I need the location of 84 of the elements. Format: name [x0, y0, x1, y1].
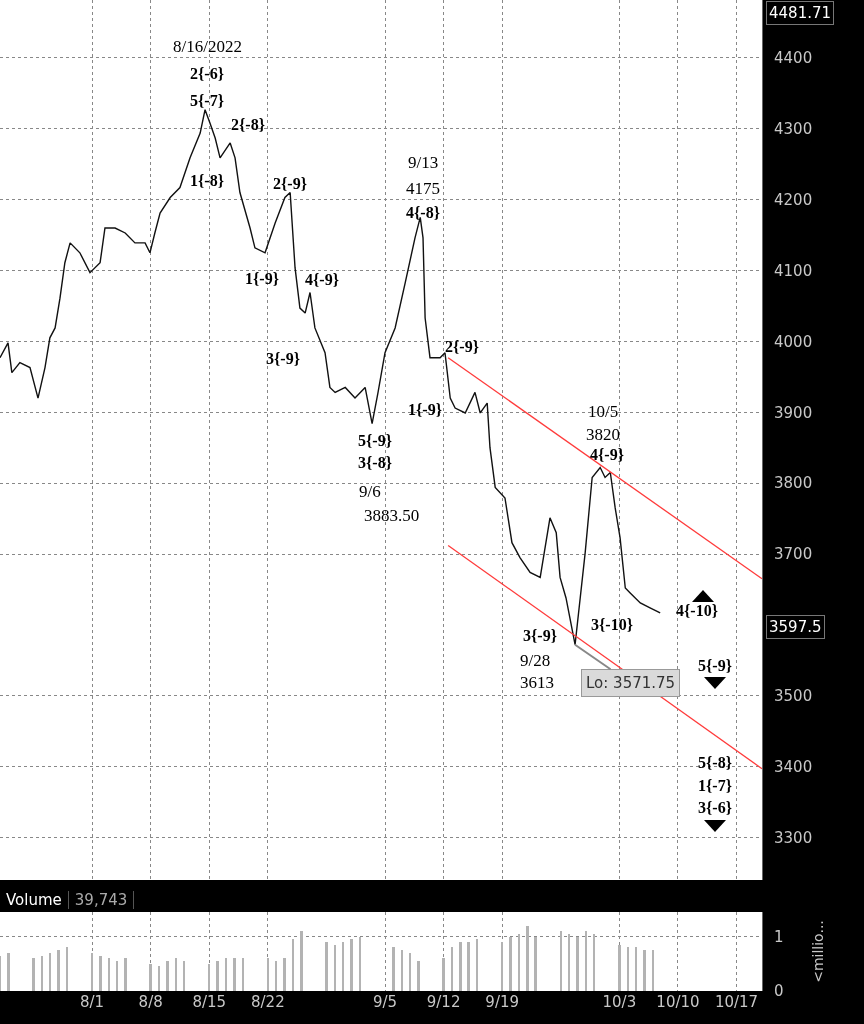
- annotation: 9/6: [359, 482, 381, 501]
- annotation: 10/5: [588, 402, 619, 421]
- text: 4481.71: [769, 4, 832, 22]
- bar: [57, 950, 60, 991]
- y-tick-label: 3900: [774, 403, 813, 422]
- annotation: 3613: [520, 673, 554, 692]
- annotation: 5{-9}: [358, 432, 392, 449]
- bar: [576, 936, 579, 991]
- x-tick-label: 9/12: [426, 993, 461, 1011]
- annotation: 4{-8}: [406, 204, 440, 221]
- x-tick-label: 8/8: [138, 993, 163, 1011]
- text: 3597.5: [769, 618, 822, 636]
- bar: [233, 958, 236, 991]
- bar: [509, 936, 512, 991]
- annotation: 4175: [406, 179, 440, 198]
- bar: [643, 950, 646, 991]
- y-tick-label: 3500: [774, 686, 813, 705]
- chart-subtitle: 39,743: [68, 891, 135, 909]
- bar: [124, 958, 127, 991]
- annotation: 2{-8}: [231, 116, 265, 133]
- line-series: [0, 108, 661, 646]
- x-tick-label: 8/15: [192, 993, 227, 1011]
- annotation: 3{-8}: [358, 454, 392, 471]
- bar: [442, 958, 445, 991]
- bar: [392, 947, 395, 991]
- annotation: 9/13: [408, 153, 439, 172]
- bar: [283, 958, 286, 991]
- annotation: 1{-9}: [408, 401, 442, 418]
- bar: [300, 931, 303, 991]
- annotation: 4{-9}: [590, 446, 624, 463]
- annotation: 3883.50: [364, 506, 420, 525]
- x-tick-label: 9/5: [372, 993, 398, 1011]
- annotation: 5{-7}: [190, 92, 224, 109]
- x-tick-label: 8/22: [250, 993, 285, 1011]
- y-tick-label: 4200: [774, 190, 813, 209]
- annotation: 5{-8}: [698, 754, 732, 771]
- x-tick-label: 8/1: [80, 993, 105, 1011]
- y-tick-label: 4000: [774, 332, 813, 351]
- annotation: 4{-9}: [305, 271, 339, 288]
- annotation: 1{-8}: [190, 172, 224, 189]
- y-tick-label: 3300: [774, 828, 813, 847]
- bar: [216, 961, 219, 991]
- annotation: 3{-10}: [591, 616, 633, 633]
- annotation: 1{-9}: [245, 270, 279, 287]
- bar: [325, 941, 328, 991]
- annotation: Lo: 3571.75: [586, 674, 676, 692]
- annotation: 9/28: [520, 651, 551, 670]
- annotation: 2{-9}: [273, 175, 307, 192]
- annotation: 3{-9}: [523, 627, 557, 644]
- bar: [417, 961, 420, 991]
- y-tick-label: 0: [774, 982, 784, 1001]
- bar: [149, 963, 152, 991]
- bar: [7, 952, 10, 991]
- x-tick-label: 10/10: [656, 993, 700, 1011]
- annotation: 4{-10}: [676, 602, 718, 619]
- y-tick-label: 4300: [774, 120, 813, 139]
- bar: [166, 961, 169, 991]
- bar: [459, 941, 462, 991]
- annotation: 2{-9}: [445, 338, 479, 355]
- bar: [99, 955, 102, 991]
- annotation: 3820: [586, 425, 620, 444]
- bar: [526, 925, 529, 991]
- x-tick-label: 9/19: [485, 993, 520, 1011]
- y-tick-label: 3800: [774, 474, 813, 493]
- y-axis-title: <millio...: [809, 920, 826, 983]
- bar: [534, 936, 537, 991]
- annotation: 2{-6}: [190, 65, 224, 82]
- y-tick-label: 3400: [774, 757, 813, 776]
- bar: [467, 941, 470, 991]
- bar: [350, 939, 353, 991]
- x-tick-label: 10/3: [602, 993, 637, 1011]
- y-tick-label: 3700: [774, 545, 813, 564]
- y-tick-label: 4100: [774, 261, 813, 280]
- annotation: 8/16/2022: [173, 37, 242, 56]
- annotation: 1{-7}: [698, 777, 732, 794]
- x-tick-label: 10/17: [714, 993, 759, 1011]
- bar: [618, 944, 621, 991]
- bar: [32, 958, 35, 991]
- annotation: 3{-9}: [266, 350, 300, 367]
- annotation: 5{-9}: [698, 657, 732, 674]
- y-tick-label: 1: [774, 927, 784, 946]
- annotation: 3{-6}: [698, 799, 732, 816]
- chart-title: Volume: [0, 891, 69, 909]
- y-tick-label: 4400: [774, 49, 813, 68]
